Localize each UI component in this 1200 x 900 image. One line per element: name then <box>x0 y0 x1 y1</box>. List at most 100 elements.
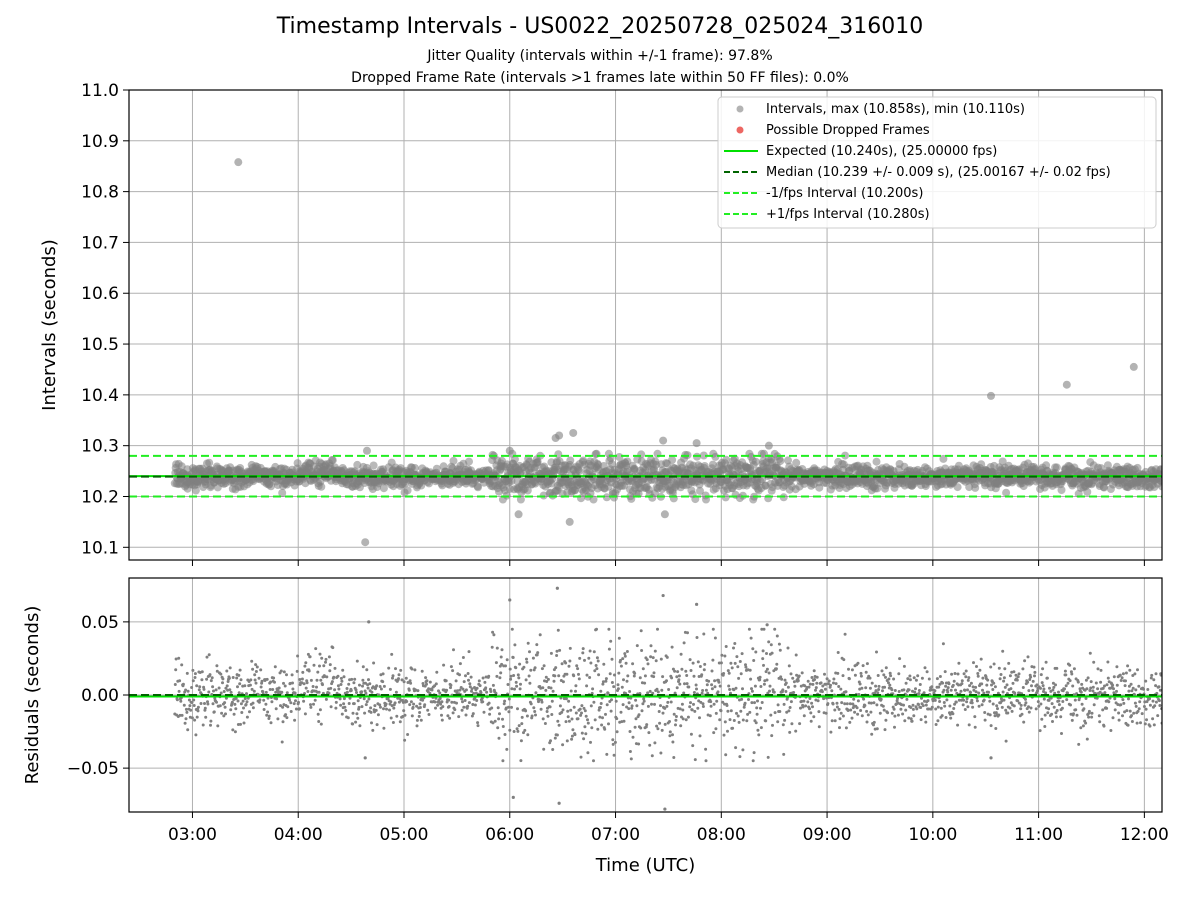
residual-point <box>219 691 223 695</box>
residual-point <box>509 674 513 678</box>
residual-point <box>924 703 928 707</box>
residual-point <box>909 706 913 709</box>
residual-point <box>714 711 718 715</box>
residual-point <box>658 721 662 725</box>
residual-point <box>525 660 529 664</box>
residual-point <box>865 709 869 713</box>
residual-point <box>330 680 334 684</box>
residual-point <box>765 667 769 671</box>
residual-point <box>352 681 356 685</box>
residual-point <box>308 655 312 659</box>
residual-point <box>674 715 678 718</box>
residual-point <box>665 704 669 708</box>
residual-point <box>633 725 637 729</box>
residual-point <box>229 708 233 712</box>
residual-point <box>448 716 452 720</box>
residual-point <box>524 678 528 682</box>
residual-point <box>887 677 891 681</box>
residual-point <box>1057 703 1061 707</box>
residual-outlier-point <box>765 623 769 627</box>
residual-point <box>959 689 963 693</box>
interval-point <box>317 482 326 491</box>
residual-point <box>633 671 637 675</box>
residual-point <box>770 651 774 655</box>
residual-point <box>605 752 609 756</box>
residual-point <box>987 690 990 694</box>
residual-point <box>1073 698 1077 702</box>
residual-point <box>1054 683 1057 687</box>
residual-point <box>802 699 806 703</box>
residual-point <box>944 716 948 719</box>
residual-point <box>513 687 516 691</box>
residual-point <box>312 702 315 706</box>
residual-point <box>541 717 545 721</box>
residual-point <box>645 723 649 727</box>
residual-point <box>197 688 201 692</box>
residual-point <box>875 650 878 654</box>
residual-point <box>964 669 968 673</box>
residual-point <box>1040 681 1044 685</box>
residual-point <box>985 683 989 687</box>
residual-point <box>639 726 643 730</box>
residual-point <box>1051 720 1054 723</box>
residual-point <box>688 658 692 662</box>
residual-point <box>411 705 415 709</box>
residual-point <box>262 698 266 702</box>
residual-point <box>703 662 707 666</box>
residual-point <box>643 681 647 685</box>
residual-point <box>273 665 277 669</box>
residual-point <box>672 712 676 716</box>
residual-point <box>565 739 569 743</box>
residual-point <box>1074 708 1078 712</box>
residual-point <box>642 697 646 701</box>
residual-point <box>177 656 181 660</box>
residual-point <box>893 714 897 718</box>
residual-point <box>622 719 626 723</box>
residual-point <box>1099 680 1103 684</box>
residual-point <box>620 685 624 689</box>
residual-y-tick-label: 0.05 <box>81 613 119 633</box>
interval-outlier-point <box>569 428 578 437</box>
residual-point <box>231 728 235 732</box>
residual-point <box>847 667 850 671</box>
residual-point <box>940 714 944 718</box>
residual-point <box>1127 684 1131 688</box>
residual-point <box>637 742 641 746</box>
legend-label: -1/fps Interval (10.200s) <box>766 186 923 201</box>
residual-point <box>753 684 757 688</box>
residual-point <box>893 689 897 692</box>
interval-point <box>939 454 948 463</box>
residual-point <box>340 712 344 716</box>
residual-point <box>696 660 700 664</box>
residual-point <box>289 710 293 713</box>
residual-point <box>481 700 485 704</box>
residual-point <box>1087 715 1091 719</box>
residual-point <box>1050 702 1054 706</box>
residual-point <box>787 709 791 713</box>
residual-point <box>471 703 475 706</box>
residual-point <box>964 675 968 679</box>
interval-point <box>205 458 214 467</box>
residual-point <box>596 659 600 663</box>
residual-point <box>598 715 602 719</box>
residual-point <box>748 668 752 672</box>
residual-point <box>904 681 908 685</box>
residual-point <box>645 658 649 662</box>
residual-point <box>589 661 593 665</box>
residual-point <box>637 713 641 717</box>
residual-point <box>546 714 550 718</box>
residual-point <box>1145 718 1148 722</box>
residual-point <box>784 690 788 693</box>
residual-point <box>776 720 780 724</box>
residual-point <box>698 716 701 720</box>
residual-point <box>549 739 552 743</box>
residual-point <box>309 678 313 682</box>
residual-point <box>619 658 622 662</box>
residual-point <box>1154 700 1158 704</box>
residual-point <box>856 661 860 665</box>
residual-point <box>190 686 194 689</box>
residual-point <box>1027 689 1031 693</box>
residual-point <box>301 670 305 674</box>
residual-point <box>909 717 913 721</box>
residual-point <box>1158 704 1162 707</box>
